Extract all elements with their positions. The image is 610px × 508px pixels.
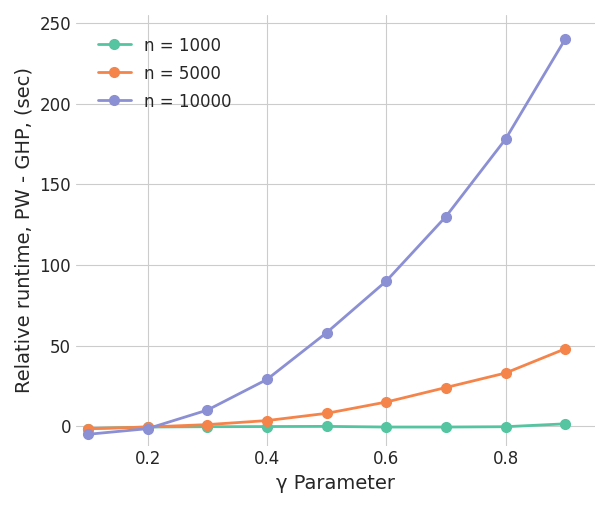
n = 1000 — [382, 424, 390, 430]
n = 5000 — [442, 385, 450, 391]
n = 5000 — [382, 399, 390, 405]
Legend: n = 1000, n = 5000, n = 10000: n = 1000, n = 5000, n = 10000 — [84, 23, 245, 124]
n = 5000 — [204, 422, 211, 428]
n = 1000 — [84, 426, 92, 432]
n = 10000 — [264, 376, 271, 383]
n = 10000 — [323, 330, 330, 336]
n = 1000 — [264, 424, 271, 430]
n = 5000 — [144, 424, 151, 430]
n = 10000 — [204, 407, 211, 413]
n = 10000 — [442, 213, 450, 219]
n = 1000 — [442, 424, 450, 430]
n = 5000 — [84, 426, 92, 432]
n = 1000 — [562, 421, 569, 427]
n = 10000 — [84, 431, 92, 437]
Line: n = 5000: n = 5000 — [83, 344, 570, 433]
n = 1000 — [144, 424, 151, 430]
n = 10000 — [382, 278, 390, 284]
n = 10000 — [502, 136, 509, 142]
X-axis label: γ Parameter: γ Parameter — [276, 474, 395, 493]
Y-axis label: Relative runtime, PW - GHP, (sec): Relative runtime, PW - GHP, (sec) — [15, 67, 34, 393]
n = 1000 — [204, 424, 211, 430]
Line: n = 10000: n = 10000 — [83, 35, 570, 439]
n = 5000 — [323, 410, 330, 417]
n = 5000 — [264, 418, 271, 424]
n = 10000 — [562, 36, 569, 42]
n = 1000 — [502, 424, 509, 430]
n = 1000 — [323, 423, 330, 429]
n = 10000 — [144, 426, 151, 432]
n = 5000 — [562, 346, 569, 352]
Line: n = 1000: n = 1000 — [83, 419, 570, 433]
n = 5000 — [502, 370, 509, 376]
